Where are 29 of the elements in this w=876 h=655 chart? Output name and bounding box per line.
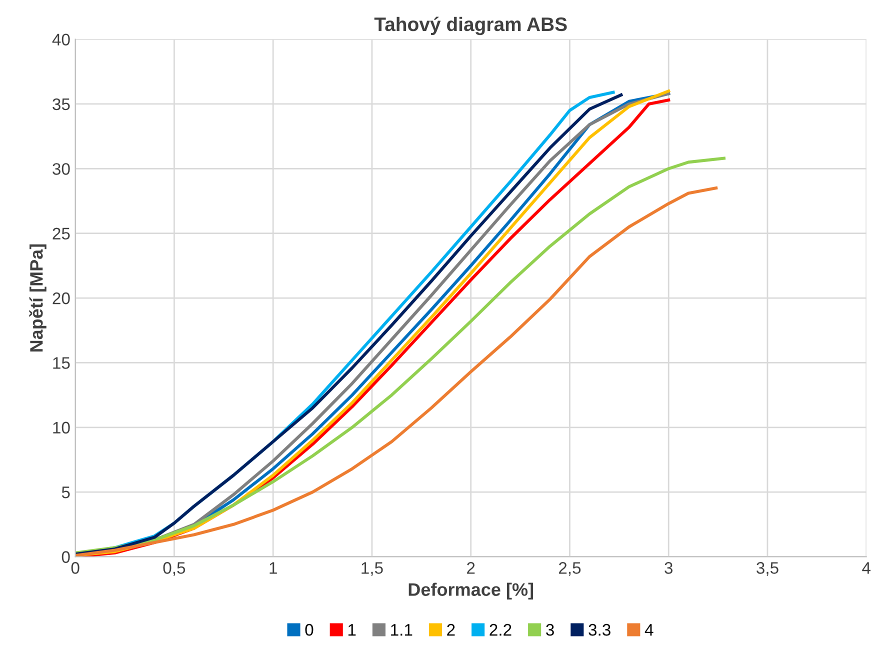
legend-label: 1 [348,624,356,636]
legend-label: 2.2 [490,624,512,636]
x-axis-title: Deformace [%] [408,582,534,600]
x-tick-label: 3 [664,562,673,574]
legend-label: 3 [546,624,554,636]
x-tick-label: 0,5 [163,562,186,576]
y-axis-title: Napětí [MPa] [29,244,46,352]
x-tick-label: 4 [862,562,871,574]
x-tick-label: 3,5 [756,562,778,576]
y-tick-label: 40 [52,34,70,46]
y-tick-label: 35 [52,98,70,110]
legend-label: 3.3 [588,624,610,636]
x-tick-label: 0 [71,562,80,574]
y-tick-label: 5 [62,486,70,498]
y-tick-label: 25 [52,228,70,240]
chart-title: Tahový diagram ABS [374,16,567,36]
y-tick-label: 0 [62,551,70,563]
x-tick-label: 2 [467,562,475,574]
x-tick-label: 2,5 [558,562,581,576]
legend-label: 1.1 [391,624,412,636]
y-tick-label: 15 [53,357,70,369]
legend-label: 0 [305,624,314,636]
y-tick-label: 20 [52,292,70,304]
legend-label: 4 [644,624,654,636]
y-tick-label: 10 [53,422,70,434]
y-tick-label: 30 [52,163,70,175]
legend-label: 2 [447,624,455,636]
x-tick-label: 1,5 [362,562,383,576]
x-tick-label: 1 [270,562,277,574]
